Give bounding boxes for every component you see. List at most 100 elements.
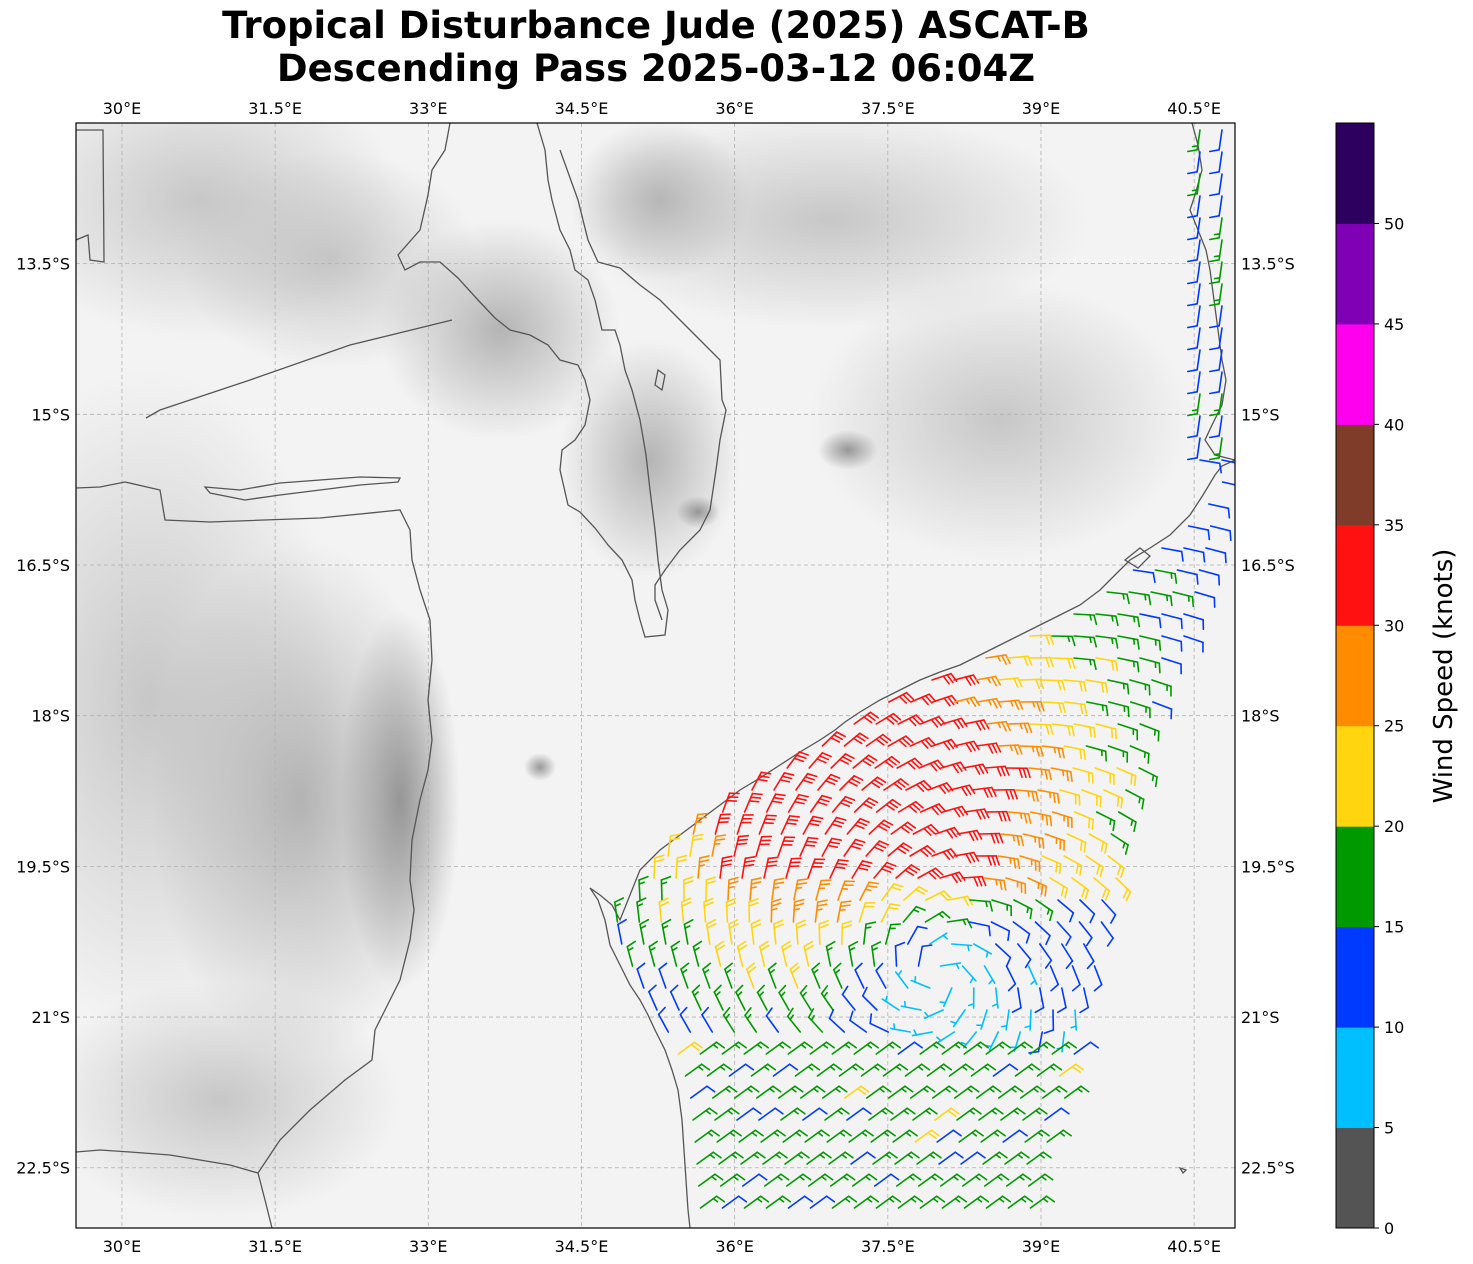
wind-barb (636, 962, 646, 989)
wind-barb (817, 773, 841, 791)
wind-barb (829, 1173, 856, 1187)
wind-barb (865, 1085, 892, 1099)
wind-barb (938, 1151, 964, 1165)
lat-ticks-left: 13.5°S 15°S 16.5°S 18°S 19.5°S 21°S 22.5°S (16, 255, 70, 1178)
wind-barb (1079, 987, 1090, 1014)
wind-barb (874, 755, 901, 769)
wind-barb (840, 920, 853, 945)
wind-barb (1209, 195, 1223, 219)
wind-barb (804, 1129, 830, 1143)
wind-barb (881, 883, 904, 901)
wind-barb (1037, 789, 1060, 804)
wind-barb (1117, 811, 1137, 833)
wind-barb (910, 693, 937, 706)
colorbar-bin (1336, 1027, 1374, 1129)
wind-barb (613, 897, 625, 923)
wind-barb (795, 919, 807, 945)
wind-barb (903, 885, 928, 901)
colorbar-tick-label: 10 (1384, 1018, 1404, 1037)
colorbar-tick-label: 50 (1384, 214, 1404, 233)
wind-barb (1187, 283, 1201, 307)
wind-barb (1066, 833, 1087, 853)
wind-barb (814, 899, 828, 923)
wind-barb (1150, 591, 1173, 607)
wind-barb (839, 775, 864, 791)
wind-barb (658, 962, 668, 989)
wind-barb (1061, 943, 1074, 970)
wind-barb (961, 965, 977, 984)
lon-tick-label-top: 31.5°E (248, 99, 302, 118)
wind-barb (740, 1151, 766, 1165)
wind-barb (982, 1151, 1008, 1165)
wind-barb (786, 751, 809, 769)
wind-barb (954, 696, 981, 707)
wind-barb (802, 1107, 828, 1121)
wind-barb (1103, 789, 1124, 809)
wind-barb (1085, 745, 1107, 762)
wind-barb (1209, 305, 1223, 329)
wind-barb (1107, 855, 1125, 878)
wind-barb (1093, 965, 1103, 992)
wind-barb (724, 962, 734, 989)
wind-barb (941, 717, 968, 730)
wind-barb (850, 1151, 876, 1165)
wind-barb (931, 738, 958, 751)
wind-barb (865, 840, 889, 857)
wind-barb (852, 754, 878, 769)
wind-barb (617, 918, 627, 945)
wind-barb (1187, 151, 1201, 175)
wind-barb (939, 1173, 966, 1187)
wind-barb (1187, 305, 1201, 329)
colorbar-bin (1336, 1127, 1374, 1229)
wind-barb (1139, 635, 1162, 651)
wind-barb (1161, 613, 1183, 630)
wind-barb (799, 836, 819, 857)
wind-barb (1026, 1151, 1052, 1165)
wind-barb (792, 898, 805, 923)
wind-barb (762, 1151, 788, 1165)
wind-barb (846, 817, 870, 835)
wind-barb (1041, 745, 1065, 759)
colorbar-tick-label: 20 (1384, 817, 1404, 836)
wind-barb (1209, 173, 1223, 197)
wind-barb (703, 897, 714, 923)
wind-barb (961, 1173, 988, 1187)
wind-barb (828, 1151, 854, 1165)
wind-barb (809, 1041, 835, 1055)
lat-tick-label-right: 22.5°S (1241, 1159, 1295, 1178)
wind-barb (897, 714, 924, 727)
wind-barb (830, 753, 855, 769)
wind-barb (1194, 591, 1216, 608)
wind-barb (1209, 327, 1223, 351)
wind-barb (1095, 811, 1116, 832)
wind-barb (691, 984, 702, 1011)
wind-barb (803, 940, 815, 967)
colorbar-tick-label: 40 (1384, 415, 1404, 434)
wind-barb (881, 995, 900, 1011)
wind-barb (741, 855, 756, 879)
wind-barb (985, 1195, 1012, 1209)
wind-barb (976, 697, 1002, 709)
wind-barb (1187, 195, 1201, 219)
chart-title: Tropical Disturbance Jude (2025) ASCAT-B… (76, 4, 1236, 90)
wind-barb (928, 932, 949, 945)
wind-barb (991, 987, 999, 1009)
wind-barb (890, 821, 917, 835)
wind-barb (1056, 921, 1072, 946)
wind-barb (661, 918, 672, 945)
colorbar-bin (1336, 725, 1374, 827)
wind-barb (765, 1041, 791, 1055)
wind-barb (978, 1107, 1004, 1121)
wind-barb (1043, 1009, 1055, 1034)
wind-barb (1100, 921, 1114, 947)
wind-barb (851, 1173, 878, 1187)
wind-barb (993, 788, 1018, 800)
wind-barb (821, 731, 847, 747)
wind-barb (894, 941, 906, 967)
wind-barb (1039, 943, 1053, 969)
wind-barb (956, 1107, 982, 1121)
wind-barb (997, 677, 1023, 688)
wind-barb (975, 742, 1002, 754)
wind-barb (789, 962, 800, 989)
wind-barb (971, 786, 997, 798)
